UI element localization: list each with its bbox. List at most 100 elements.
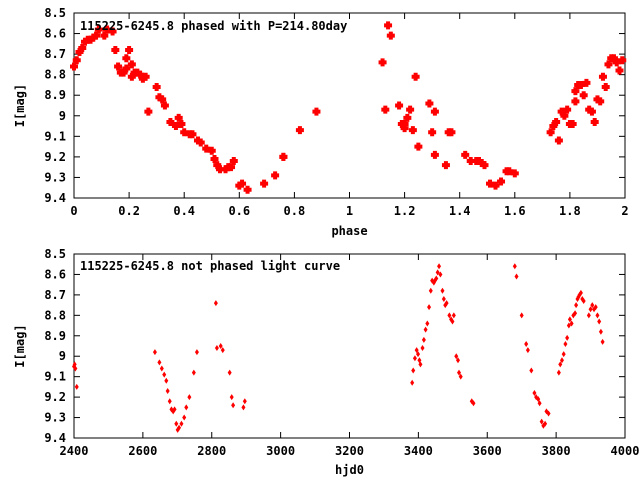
data-point <box>552 117 561 126</box>
data-point <box>158 95 167 104</box>
data-point <box>561 351 566 358</box>
data-point <box>437 263 442 270</box>
data-point <box>532 390 537 397</box>
data-point <box>214 345 219 352</box>
data-point <box>218 343 223 349</box>
data-point <box>162 371 167 378</box>
data-point <box>184 404 189 411</box>
data-point <box>174 113 183 122</box>
data-point <box>295 126 304 135</box>
data-point <box>554 136 563 145</box>
data-point <box>188 130 197 139</box>
y-tick-label: 9.3 <box>44 170 66 184</box>
data-point <box>414 347 419 354</box>
data-point <box>187 394 192 401</box>
data-point <box>114 62 123 71</box>
data-point <box>152 83 161 91</box>
data-point <box>558 361 563 368</box>
data-point <box>111 46 120 54</box>
y-tick-label: 9 <box>59 349 66 363</box>
x-tick-label: 1.2 <box>394 204 416 218</box>
data-point <box>598 72 607 81</box>
data-point <box>444 300 449 307</box>
data-point <box>582 78 591 87</box>
y-tick-label: 8.7 <box>44 47 66 61</box>
unphased-light-curve-panel: 2400 2600 2800 3000 3200 3400 3600 3800 4000 8.5 8… <box>13 247 639 477</box>
data-point <box>242 398 247 405</box>
data-point <box>471 400 476 407</box>
x-tick-label: 2400 <box>60 444 89 458</box>
data-point <box>441 295 446 302</box>
y-tick-label: 9.4 <box>44 191 66 205</box>
data-point <box>243 185 252 194</box>
data-point <box>271 171 280 180</box>
data-point <box>144 107 153 116</box>
data-point <box>425 99 434 108</box>
y-axis-label: I[mag] <box>13 324 27 367</box>
data-point <box>447 128 456 137</box>
data-point <box>141 72 150 81</box>
x-tick-label: 2 <box>621 204 628 218</box>
data-point <box>378 58 387 67</box>
y-tick-label: 9.1 <box>44 370 66 384</box>
data-point <box>196 138 205 147</box>
data-point <box>524 340 529 347</box>
data-point <box>400 120 409 128</box>
x-tick-label: 3600 <box>473 444 502 458</box>
x-tick-label: 0.2 <box>118 204 140 218</box>
x-tick-label: 4000 <box>611 444 640 458</box>
data-point <box>177 424 182 431</box>
data-point <box>213 300 218 307</box>
data-point <box>312 107 321 116</box>
data-point <box>157 359 162 366</box>
y-tick-label: 8.5 <box>44 6 66 20</box>
data-point <box>596 97 605 106</box>
data-point <box>537 400 542 407</box>
data-point <box>510 169 519 178</box>
data-point <box>177 120 186 128</box>
data-point <box>78 43 87 52</box>
data-point <box>559 357 564 364</box>
data-point <box>571 87 580 96</box>
data-point <box>207 146 216 155</box>
y-tick-label: 8.7 <box>44 288 66 302</box>
y-tick-label: 9.4 <box>44 431 66 445</box>
data-point <box>595 312 600 319</box>
data-point <box>573 310 578 317</box>
data-point <box>569 320 574 327</box>
data-point <box>567 316 572 323</box>
data-point <box>491 181 500 190</box>
data-point <box>165 387 170 394</box>
data-point <box>386 31 395 40</box>
data-point <box>159 365 164 372</box>
x-tick-label: 3200 <box>335 444 364 458</box>
data-point <box>238 179 247 188</box>
y-tick-label: 9.3 <box>44 411 66 425</box>
y-tick-label: 9 <box>59 109 66 123</box>
data-point <box>231 402 236 409</box>
data-point <box>458 373 463 380</box>
data-point <box>601 83 610 91</box>
data-point <box>455 357 460 364</box>
data-point <box>411 72 420 81</box>
data-point <box>571 97 580 106</box>
data-point <box>543 420 548 427</box>
y-tick-label: 8.9 <box>44 88 66 102</box>
data-point <box>260 179 269 188</box>
data-point <box>220 347 225 354</box>
data-point <box>556 369 561 376</box>
x-tick-label: 2800 <box>197 444 226 458</box>
chart-title: 115225-6245.8 phased with P=214.80day <box>80 19 347 33</box>
data-point <box>618 56 627 65</box>
data-point <box>403 113 412 122</box>
y-tick-label: 9.2 <box>44 390 66 404</box>
y-tick-label: 8.8 <box>44 68 66 82</box>
data-point <box>430 150 439 159</box>
data-point <box>565 334 570 341</box>
data-point <box>411 367 416 374</box>
y-tick-label: 8.5 <box>44 247 66 261</box>
data-point <box>420 345 425 352</box>
data-point <box>127 60 136 69</box>
x-tick-label: 3000 <box>266 444 295 458</box>
data-point <box>447 312 452 319</box>
